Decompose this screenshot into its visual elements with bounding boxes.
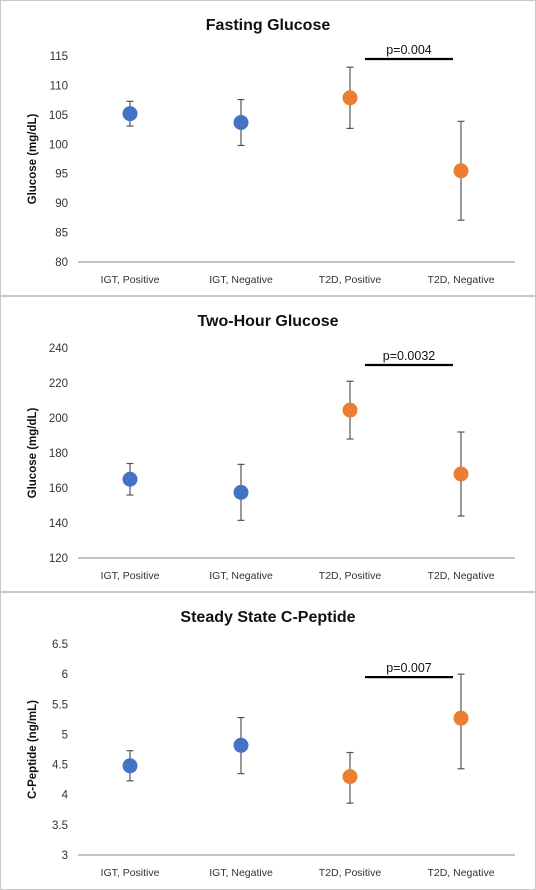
y-tick-label: 115: [50, 51, 68, 63]
x-category-label: T2D, Negative: [427, 274, 494, 286]
y-tick-label: 95: [55, 169, 68, 181]
x-category-label: T2D, Negative: [427, 570, 494, 582]
y-axis-label: C-Peptide (ng/mL): [27, 700, 39, 799]
y-tick-label: 100: [49, 139, 68, 151]
data-point: [122, 106, 138, 122]
x-category-label: T2D, Positive: [319, 274, 382, 286]
y-tick-label: 4.5: [52, 760, 68, 772]
y-tick-label: 140: [49, 518, 68, 530]
significance-label: p=0.0032: [383, 349, 436, 363]
x-category-label: IGT, Positive: [101, 867, 160, 879]
x-category-label: IGT, Negative: [209, 570, 273, 582]
two-hour-glucose-chart: Two-Hour Glucose Glucose (mg/dL) 120 140 160…: [0, 296, 536, 592]
y-tick-label: 4: [62, 790, 69, 802]
y-tick-label: 200: [49, 413, 68, 425]
chart-title: Steady State C-Peptide: [180, 609, 355, 626]
y-tick-label: 6: [62, 669, 68, 681]
significance-label: p=0.007: [386, 661, 432, 675]
data-point: [342, 769, 358, 785]
x-category-label: IGT, Negative: [209, 867, 273, 879]
x-category-label: T2D, Positive: [319, 570, 382, 582]
y-tick-label: 3: [62, 850, 68, 862]
data-point: [233, 115, 249, 131]
y-tick-label: 240: [49, 343, 68, 355]
y-tick-label: 5: [62, 729, 68, 741]
panel-border: [0, 592, 536, 890]
data-point: [453, 710, 469, 726]
y-tick-label: 80: [55, 257, 68, 269]
data-point: [453, 466, 469, 482]
y-axis-label: Glucose (mg/dL): [27, 113, 39, 204]
y-tick-label: 160: [49, 483, 68, 495]
y-tick-label: 90: [55, 198, 68, 210]
c-peptide-chart: Steady State C-Peptide C-Peptide (ng/mL) 3…: [0, 592, 536, 890]
data-point: [342, 90, 358, 106]
y-axis-label: Glucose (mg/dL): [27, 407, 39, 498]
data-point: [233, 737, 249, 753]
panel-border: [0, 296, 536, 592]
panel-border: [0, 0, 536, 296]
y-tick-label: 105: [49, 110, 68, 122]
x-category-label: T2D, Negative: [427, 867, 494, 879]
data-point: [233, 484, 249, 500]
x-category-label: IGT, Positive: [101, 274, 160, 286]
y-tick-label: 110: [50, 80, 68, 92]
fasting-glucose-chart: Fasting Glucose Glucose (mg/dL) 80 85 90 95 10…: [0, 0, 536, 296]
data-point: [122, 471, 138, 487]
x-category-label: T2D, Positive: [319, 867, 382, 879]
y-tick-label: 85: [55, 228, 68, 240]
chart-title: Fasting Glucose: [206, 17, 331, 34]
data-point: [453, 163, 469, 179]
chart-title: Two-Hour Glucose: [197, 313, 338, 330]
y-tick-label: 220: [49, 378, 68, 390]
y-tick-label: 3.5: [52, 820, 68, 832]
y-tick-label: 5.5: [52, 699, 68, 711]
significance-label: p=0.004: [386, 43, 432, 57]
y-tick-label: 180: [49, 448, 68, 460]
data-point: [122, 758, 138, 774]
y-tick-label: 6.5: [52, 639, 68, 651]
x-category-label: IGT, Positive: [101, 570, 160, 582]
y-tick-label: 120: [49, 553, 68, 565]
data-point: [342, 402, 358, 418]
x-category-label: IGT, Negative: [209, 274, 273, 286]
